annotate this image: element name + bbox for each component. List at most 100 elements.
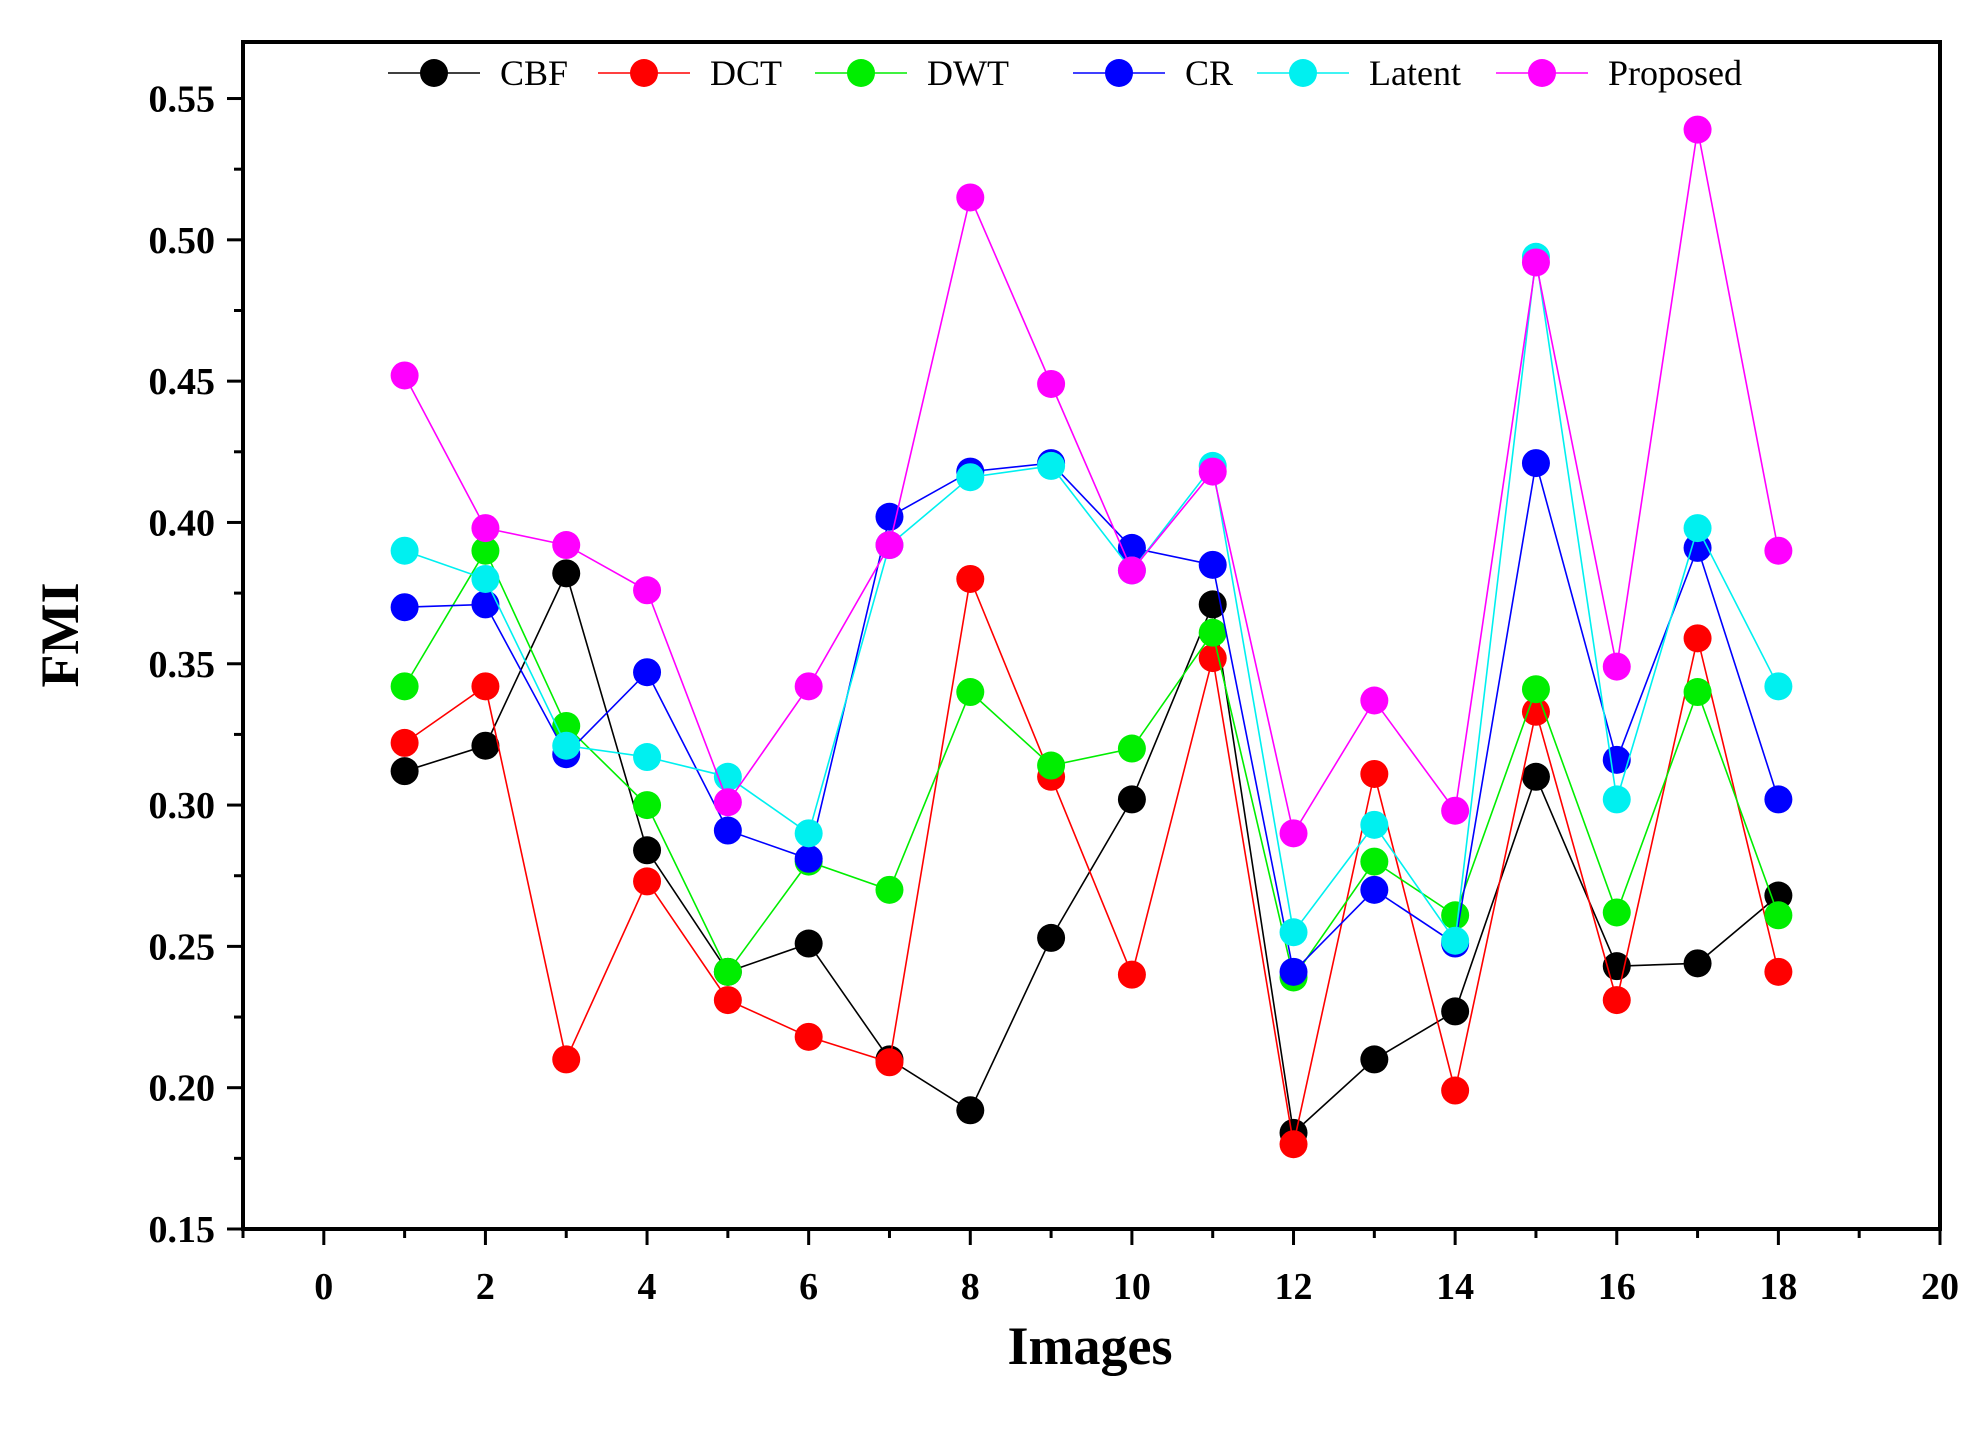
legend-label-proposed: Proposed	[1608, 53, 1742, 93]
data-point-cr	[1198, 550, 1227, 579]
data-point-dct	[471, 672, 500, 701]
legend-marker-dwt	[847, 59, 875, 87]
data-point-dwt	[956, 678, 985, 707]
data-point-proposed	[1441, 796, 1470, 825]
data-point-cbf	[956, 1096, 985, 1125]
data-point-latent	[471, 564, 500, 593]
data-point-proposed	[1037, 369, 1066, 398]
x-tick-label: 2	[476, 1266, 495, 1308]
legend-item-cbf: CBF	[388, 53, 568, 93]
data-point-cbf	[471, 731, 500, 760]
data-point-dwt	[1360, 847, 1389, 876]
data-point-dct	[794, 1022, 823, 1051]
x-tick-label: 8	[961, 1266, 980, 1308]
data-point-dwt	[1441, 901, 1470, 930]
data-point-dct	[1764, 957, 1793, 986]
data-point-cr	[471, 590, 500, 619]
data-point-proposed	[875, 531, 904, 560]
y-tick-label: 0.40	[149, 502, 216, 544]
data-point-proposed	[1602, 652, 1631, 681]
data-point-cbf	[552, 559, 581, 588]
legend-marker-dct	[630, 59, 658, 87]
x-tick-label: 16	[1598, 1266, 1636, 1308]
data-point-proposed	[794, 672, 823, 701]
y-tick-label: 0.45	[149, 361, 216, 403]
y-tick-label: 0.15	[149, 1209, 216, 1251]
x-tick-label: 0	[314, 1266, 333, 1308]
series-line-proposed	[403, 129, 1780, 836]
legend-label-cbf: CBF	[500, 53, 568, 93]
data-point-latent	[1602, 785, 1631, 814]
data-point-cbf	[1764, 881, 1793, 910]
legend-marker-cr	[1105, 59, 1133, 87]
data-point-cr	[390, 593, 419, 622]
x-tick-label: 4	[638, 1266, 657, 1308]
data-point-dwt	[875, 875, 904, 904]
series-line-dwt	[403, 548, 1780, 980]
data-point-latent	[1037, 451, 1066, 480]
data-point-latent	[794, 819, 823, 848]
data-point-cbf	[1117, 785, 1146, 814]
data-point-cbf	[1683, 949, 1712, 978]
series-line-cr	[404, 462, 1780, 974]
data-point-dwt	[1521, 675, 1550, 704]
series-proposed	[390, 115, 1793, 848]
data-point-proposed	[552, 531, 581, 560]
x-tick-label: 12	[1275, 1266, 1313, 1308]
data-point-dct	[633, 867, 662, 896]
data-point-proposed	[1683, 115, 1712, 144]
data-point-proposed	[956, 183, 985, 212]
data-point-proposed	[633, 576, 662, 605]
legend-item-dct: DCT	[598, 53, 782, 93]
y-tick-label: 0.30	[149, 785, 216, 827]
data-point-dwt	[1602, 898, 1631, 927]
legend-marker-cbf	[420, 59, 448, 87]
data-point-proposed	[1198, 457, 1227, 486]
data-point-dwt	[1037, 751, 1066, 780]
data-point-dct	[1279, 1130, 1308, 1159]
legend-marker-proposed	[1528, 59, 1556, 87]
data-point-cr	[633, 658, 662, 687]
data-point-proposed	[1117, 556, 1146, 585]
x-tick-label: 18	[1759, 1266, 1797, 1308]
y-axis-title: FMI	[30, 583, 90, 688]
data-point-cbf	[633, 836, 662, 865]
data-point-dct	[713, 986, 742, 1015]
data-point-proposed	[471, 514, 500, 543]
legend-label-dct: DCT	[710, 53, 782, 93]
x-tick-label: 10	[1113, 1266, 1151, 1308]
data-point-dwt	[713, 957, 742, 986]
data-point-cbf	[1360, 1045, 1389, 1074]
x-tick-label: 20	[1921, 1266, 1959, 1308]
data-point-cr	[713, 816, 742, 845]
data-point-cbf	[390, 757, 419, 786]
data-point-dct	[390, 728, 419, 757]
data-point-dct	[1360, 759, 1389, 788]
y-tick-label: 0.20	[149, 1068, 216, 1110]
data-point-cr	[1521, 449, 1550, 478]
x-axis-title: Images	[1008, 1316, 1173, 1376]
data-point-proposed	[1360, 686, 1389, 715]
data-point-proposed	[1764, 536, 1793, 565]
legend: CBF DCT DWT CR Latent Proposed	[388, 53, 1742, 93]
x-tick-label: 14	[1436, 1266, 1474, 1308]
data-point-dct	[1198, 644, 1227, 673]
data-point-latent	[1441, 926, 1470, 955]
data-point-dct	[1441, 1076, 1470, 1105]
data-point-proposed	[1279, 819, 1308, 848]
data-point-cr	[794, 844, 823, 873]
y-tick-label: 0.50	[149, 220, 216, 262]
data-point-dct	[1117, 960, 1146, 989]
data-point-dwt	[1683, 678, 1712, 707]
data-point-dct	[552, 1045, 581, 1074]
data-point-cbf	[1037, 923, 1066, 952]
data-point-latent	[390, 536, 419, 565]
data-point-cr	[1764, 785, 1793, 814]
data-point-latent	[1360, 810, 1389, 839]
data-point-proposed	[390, 361, 419, 390]
data-point-latent	[1683, 514, 1712, 543]
data-point-dct	[1683, 624, 1712, 653]
legend-label-cr: CR	[1185, 53, 1233, 93]
legend-item-dwt: DWT	[815, 53, 1009, 93]
